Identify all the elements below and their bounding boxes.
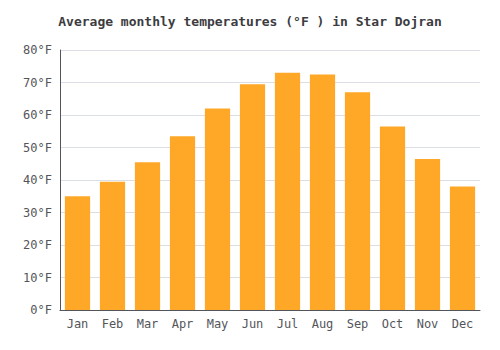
svg-text:60°F: 60°F xyxy=(23,108,52,122)
svg-text:Apr: Apr xyxy=(172,317,194,331)
svg-text:80°F: 80°F xyxy=(23,43,52,57)
svg-text:50°F: 50°F xyxy=(23,141,52,155)
svg-text:Jun: Jun xyxy=(242,317,264,331)
svg-text:40°F: 40°F xyxy=(23,173,52,187)
svg-text:10°F: 10°F xyxy=(23,271,52,285)
svg-text:Sep: Sep xyxy=(347,317,369,331)
svg-text:Nov: Nov xyxy=(417,317,439,331)
svg-text:Dec: Dec xyxy=(452,317,474,331)
svg-text:Feb: Feb xyxy=(102,317,124,331)
svg-text:30°F: 30°F xyxy=(23,206,52,220)
svg-text:20°F: 20°F xyxy=(23,238,52,252)
svg-text:May: May xyxy=(207,317,229,331)
svg-text:Jul: Jul xyxy=(277,317,299,331)
svg-text:Mar: Mar xyxy=(137,317,159,331)
svg-text:Aug: Aug xyxy=(312,317,334,331)
svg-text:0°F: 0°F xyxy=(30,303,52,317)
svg-text:Oct: Oct xyxy=(382,317,404,331)
svg-text:Average monthly temperatures (: Average monthly temperatures (°F ) in St… xyxy=(58,14,442,29)
svg-text:Jan: Jan xyxy=(67,317,89,331)
svg-text:70°F: 70°F xyxy=(23,76,52,90)
